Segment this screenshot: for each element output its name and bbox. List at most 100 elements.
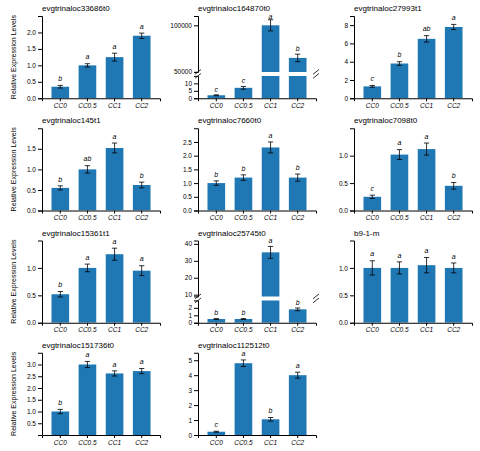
y-axis-line xyxy=(194,129,199,211)
significance-letter: b xyxy=(296,164,300,171)
y-tick: 2 xyxy=(188,402,198,409)
error-bar xyxy=(295,308,300,311)
x-tick-label: CC0 xyxy=(210,439,223,446)
x-tick-label: CC1 xyxy=(420,102,433,109)
bar xyxy=(106,373,124,435)
y-axis: 02468 xyxy=(344,17,354,102)
bars xyxy=(363,257,462,322)
x-tick: CC0.5 xyxy=(390,211,409,222)
y-axis-line xyxy=(350,129,355,211)
x-tick: CC1 xyxy=(420,211,433,222)
y-tick-label: 5 xyxy=(188,357,192,364)
y-axis-line xyxy=(38,353,43,435)
error-bar xyxy=(58,186,63,190)
y-tick: 1.0 xyxy=(27,408,42,415)
y-tick-mark xyxy=(194,169,198,170)
y-tick-mark xyxy=(194,83,198,84)
y-tick-label: 6 xyxy=(344,40,348,47)
y-tick: 10 xyxy=(185,80,198,87)
x-tick: CC0 xyxy=(366,211,379,222)
panel-title: evgtrinaloc25745t0 xyxy=(198,229,266,238)
y-tick-mark xyxy=(38,98,42,99)
bar xyxy=(262,76,280,98)
y-tick: 4 xyxy=(188,372,198,379)
error-bar xyxy=(451,263,456,273)
significance-letter: c xyxy=(371,75,375,82)
error-bar xyxy=(214,94,219,96)
y-tick-label: 2.0 xyxy=(27,29,36,36)
y-tick: 3.0 xyxy=(27,361,42,368)
error-bar xyxy=(241,86,246,89)
x-tick-mark xyxy=(87,323,88,326)
y-tick-label: 2.0 xyxy=(27,385,36,392)
y-tick-label: 1.0 xyxy=(27,62,36,69)
x-tick-label: CC0.5 xyxy=(78,214,97,221)
y-tick: 5 xyxy=(188,357,198,364)
x-tick-mark xyxy=(114,323,115,326)
bar xyxy=(51,294,69,323)
x-tick-mark xyxy=(141,435,142,438)
panel-title: b9-1-m xyxy=(354,229,380,238)
y-tick: 2.0 xyxy=(183,152,198,159)
y-tick: 0 xyxy=(188,319,198,326)
x-tick: CC2 xyxy=(135,98,148,109)
y-tick: 3 xyxy=(188,387,198,394)
x-tick-mark xyxy=(399,323,400,326)
bar xyxy=(133,36,151,99)
y-tick-label: 40 xyxy=(185,240,193,247)
panel-title: evgtrinaloc151736t0 xyxy=(42,341,115,350)
significance-letter: a xyxy=(140,358,144,365)
y-tick-label: 0.5 xyxy=(27,292,36,299)
error-bar xyxy=(397,150,402,160)
y-tick-mark xyxy=(38,412,42,413)
y-tick-mark xyxy=(194,91,198,92)
error-bar xyxy=(139,368,144,373)
y-tick: 0.0 xyxy=(27,319,42,326)
error-bar xyxy=(85,264,90,272)
y-tick-mark xyxy=(350,62,354,63)
x-axis: CC0CC0.5CC1CC2 xyxy=(43,435,161,446)
bar xyxy=(262,147,280,210)
bars xyxy=(51,248,150,323)
significance-letter: ab xyxy=(423,25,431,32)
y-tick: 0.0 xyxy=(339,207,354,214)
significance-letter: a xyxy=(85,53,89,60)
bars xyxy=(207,20,306,72)
bar xyxy=(235,319,253,323)
error-bar xyxy=(241,318,246,320)
significance-letter: a xyxy=(296,362,300,369)
x-tick: CC1 xyxy=(108,323,121,334)
bars xyxy=(207,300,306,322)
error-bar xyxy=(214,431,219,433)
y-tick: 0 xyxy=(344,95,354,102)
x-tick: CC0 xyxy=(210,435,223,446)
panel-title: evgtrinaloc33686t0 xyxy=(42,4,110,13)
y-axis: 0.00.51.0 xyxy=(339,241,355,326)
x-tick: CC2 xyxy=(291,98,304,109)
y-tick: 1.5 xyxy=(27,45,42,52)
bar xyxy=(207,183,225,210)
bar xyxy=(133,185,151,210)
y-tick-label: 50000 xyxy=(174,68,192,75)
x-tick-label: CC2 xyxy=(135,326,148,333)
x-tick-label: CC0.5 xyxy=(234,214,253,221)
significance-letter: a xyxy=(140,23,144,30)
bar xyxy=(51,87,69,99)
y-tick-mark xyxy=(38,211,42,212)
x-tick-mark xyxy=(243,98,244,101)
panel: 0.00.51.0CC0CC0.5CC1CC2caabevgtrinaloc70… xyxy=(339,116,473,221)
x-tick-mark xyxy=(216,211,217,214)
y-tick-mark xyxy=(38,32,42,33)
y-tick: 2 xyxy=(344,77,354,84)
x-tick-mark xyxy=(114,98,115,101)
significance-letter: a xyxy=(269,237,273,244)
y-tick: 0 xyxy=(188,432,198,439)
y-tick-label: 10 xyxy=(185,80,193,87)
y-axis-line xyxy=(38,241,43,323)
x-tick: CC1 xyxy=(420,98,433,109)
x-tick-label: CC1 xyxy=(108,214,121,221)
y-axis-line xyxy=(194,17,199,73)
significance-letter: a xyxy=(85,351,89,358)
bar xyxy=(106,148,124,211)
y-tick-label: 0.5 xyxy=(27,78,36,85)
